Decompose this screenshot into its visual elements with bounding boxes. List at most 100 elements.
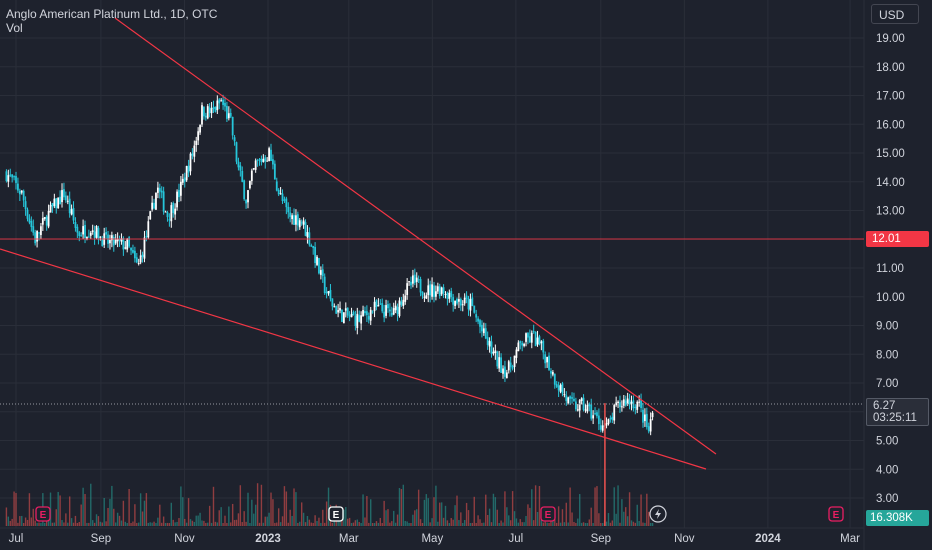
x-tick-label: Mar xyxy=(840,533,860,545)
candle-body xyxy=(283,199,286,201)
volume-bar xyxy=(509,520,512,526)
candle-body xyxy=(392,308,395,315)
currency-button[interactable]: USD xyxy=(871,4,919,24)
volume-bar xyxy=(201,520,203,526)
volume-bar xyxy=(67,522,69,526)
volume-bar xyxy=(297,522,299,526)
candle-body xyxy=(479,320,481,327)
candle-body xyxy=(528,336,531,343)
candle-body xyxy=(249,180,251,189)
earnings-marker-letter: E xyxy=(40,510,47,521)
volume-bar xyxy=(492,493,495,526)
candle-body xyxy=(534,331,537,347)
volume-bar xyxy=(233,519,236,526)
volume-bar xyxy=(617,485,619,526)
volume-bar xyxy=(563,522,566,526)
volume-bar xyxy=(561,509,564,526)
candle-body xyxy=(203,106,205,117)
volume-bar xyxy=(383,500,385,526)
candle-body xyxy=(333,306,336,308)
volume-bar xyxy=(182,497,184,526)
candle-body xyxy=(216,100,219,111)
candle-body xyxy=(609,417,612,419)
y-tick-label: 7.00 xyxy=(876,378,898,390)
candle-body xyxy=(126,238,129,250)
volume-bar xyxy=(421,522,424,526)
candle-body xyxy=(429,284,432,296)
volume-bar xyxy=(109,498,111,526)
volume-bar xyxy=(347,518,349,526)
last-price-value: 6.27 xyxy=(873,400,896,412)
volume-bar xyxy=(584,522,587,526)
volume-bar xyxy=(318,517,320,526)
volume-bar xyxy=(118,515,121,526)
volume-bar xyxy=(88,522,90,526)
symbol-title[interactable]: Anglo American Platinum Ltd., 1D, OTC xyxy=(6,7,218,21)
volume-bar xyxy=(582,522,585,526)
candle-body xyxy=(624,400,627,406)
candle-body xyxy=(185,166,188,181)
candle-body xyxy=(120,238,123,242)
volume-bar xyxy=(596,486,598,526)
candle-body xyxy=(458,299,460,302)
volume-bar xyxy=(433,497,435,526)
volume-bar xyxy=(93,522,96,526)
volume-bar xyxy=(567,522,569,526)
candle-body xyxy=(49,204,52,213)
volume-bar xyxy=(199,512,201,526)
candle-body xyxy=(227,113,230,119)
volume-bar xyxy=(548,522,550,526)
candle-body xyxy=(34,232,37,244)
volume-bar xyxy=(180,486,182,526)
volume-bar xyxy=(272,499,274,526)
candle-body xyxy=(250,170,253,182)
volume-bar xyxy=(348,517,351,526)
bar-countdown: 03:25:11 xyxy=(873,412,917,424)
volume-bar xyxy=(208,505,211,526)
volume-bar xyxy=(546,522,548,526)
candle-body xyxy=(80,235,83,237)
candle-body xyxy=(181,178,184,183)
candle-body xyxy=(179,181,182,196)
candle-body xyxy=(160,190,163,193)
candle-body xyxy=(128,237,131,247)
candle-body xyxy=(170,205,173,222)
candle-body xyxy=(542,340,545,353)
candle-body xyxy=(620,406,623,408)
volume-bar xyxy=(592,522,594,526)
volume-bar xyxy=(320,522,322,526)
candle-body xyxy=(57,197,60,209)
candle-body xyxy=(580,398,583,401)
volume-bar xyxy=(485,494,487,526)
candle-body xyxy=(45,216,48,226)
candle-body xyxy=(40,226,42,236)
x-tick-label: 2023 xyxy=(255,533,281,545)
volume-bar xyxy=(417,489,420,526)
candle-body xyxy=(454,301,456,306)
volume-bar xyxy=(103,498,105,526)
candle-body xyxy=(578,400,581,411)
earnings-marker: E xyxy=(828,506,844,522)
candle-body xyxy=(220,100,223,102)
volume-bar xyxy=(279,522,282,526)
candle-body xyxy=(475,314,478,318)
candle-body xyxy=(256,159,259,161)
candle-body xyxy=(427,285,430,296)
volume-indicator-label[interactable]: Vol xyxy=(6,21,23,35)
candle-body xyxy=(262,158,265,162)
candle-body xyxy=(17,183,19,191)
candle-body xyxy=(628,399,631,405)
candle-body xyxy=(490,341,493,354)
candle-body xyxy=(304,222,307,236)
candle-body xyxy=(348,315,351,317)
volume-bar xyxy=(111,485,113,526)
candle-body xyxy=(360,315,363,324)
volume-bar xyxy=(207,522,209,526)
candle-body xyxy=(87,236,90,238)
candle-body xyxy=(11,174,14,178)
volume-bar xyxy=(260,484,263,526)
volume-bar xyxy=(435,485,437,526)
candle-body xyxy=(93,231,96,238)
lower-trendline xyxy=(0,248,707,470)
